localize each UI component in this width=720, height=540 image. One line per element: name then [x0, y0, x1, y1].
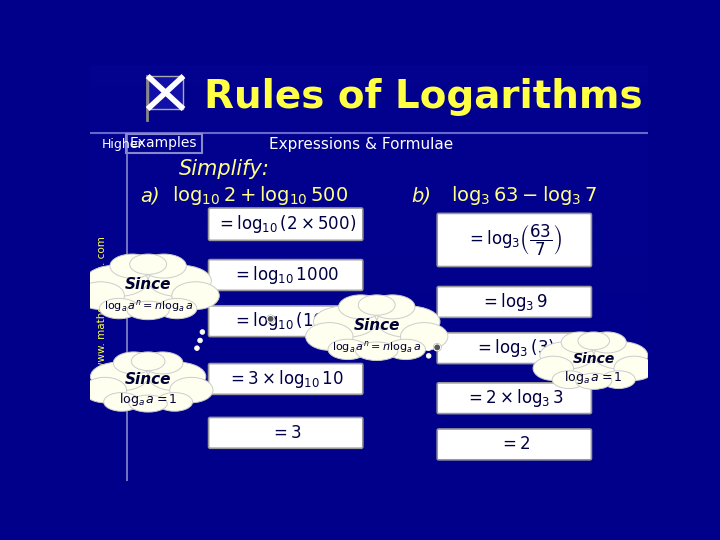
Text: a): a)	[140, 186, 160, 205]
Circle shape	[194, 346, 199, 350]
Ellipse shape	[400, 322, 448, 350]
FancyBboxPatch shape	[437, 333, 591, 363]
FancyBboxPatch shape	[437, 287, 591, 318]
Ellipse shape	[172, 282, 220, 309]
Text: $\log_{3}63 - \log_{3}7$: $\log_{3}63 - \log_{3}7$	[451, 184, 597, 207]
Text: $= \log_{10}(2 \times 500)$: $= \log_{10}(2 \times 500)$	[215, 213, 356, 235]
Text: $= 2$: $= 2$	[499, 435, 530, 454]
Text: Higher: Higher	[102, 138, 143, 151]
Ellipse shape	[129, 395, 167, 412]
Circle shape	[433, 344, 441, 351]
Ellipse shape	[158, 299, 197, 319]
Ellipse shape	[91, 362, 148, 391]
Ellipse shape	[131, 352, 165, 370]
Text: $\log_a a = 1$: $\log_a a = 1$	[564, 369, 623, 386]
Text: Since: Since	[572, 352, 615, 366]
Ellipse shape	[338, 295, 383, 319]
Ellipse shape	[552, 371, 586, 389]
Text: Simplify:: Simplify:	[179, 159, 270, 179]
Ellipse shape	[142, 254, 186, 278]
Text: Expressions & Formulae: Expressions & Formulae	[269, 137, 454, 152]
Text: $\log_a a = 1$: $\log_a a = 1$	[119, 391, 177, 408]
Ellipse shape	[127, 301, 169, 320]
Text: $= \log_{3}(3)$: $= \log_{3}(3)$	[474, 337, 554, 359]
Ellipse shape	[85, 265, 148, 296]
Text: Rules of Logarithms: Rules of Logarithms	[204, 78, 642, 116]
Text: Since: Since	[354, 318, 400, 333]
Text: $= \log_{10}(10)^{3}$: $= \log_{10}(10)^{3}$	[233, 309, 339, 333]
Ellipse shape	[328, 339, 367, 360]
Text: $= 2 \times \log_{3}3$: $= 2 \times \log_{3}3$	[465, 387, 564, 409]
Ellipse shape	[148, 265, 212, 296]
Text: www. mathsrevision. com: www. mathsrevision. com	[97, 237, 107, 370]
Circle shape	[267, 315, 274, 322]
Text: $= 3$: $= 3$	[270, 424, 302, 442]
Ellipse shape	[84, 377, 127, 403]
Ellipse shape	[130, 254, 166, 274]
Ellipse shape	[170, 377, 213, 403]
Text: Since: Since	[125, 373, 171, 387]
Circle shape	[426, 346, 431, 350]
Text: $= \log_{10}1000$: $= \log_{10}1000$	[232, 264, 339, 286]
Text: $\log_a a^n = n\log_a a$: $\log_a a^n = n\log_a a$	[104, 298, 193, 314]
FancyBboxPatch shape	[209, 208, 363, 240]
Text: $\log_{10}2 + \log_{10}500$: $\log_{10}2 + \log_{10}500$	[172, 184, 348, 207]
Circle shape	[426, 354, 431, 358]
Ellipse shape	[99, 299, 139, 319]
Ellipse shape	[578, 332, 610, 350]
Ellipse shape	[148, 362, 206, 391]
FancyBboxPatch shape	[437, 429, 591, 460]
Text: $= \log_{3}9$: $= \log_{3}9$	[480, 291, 548, 313]
Ellipse shape	[533, 356, 574, 381]
Ellipse shape	[594, 342, 648, 369]
Circle shape	[198, 338, 202, 343]
Ellipse shape	[77, 282, 125, 309]
Ellipse shape	[561, 332, 599, 353]
FancyBboxPatch shape	[148, 76, 183, 109]
Ellipse shape	[100, 368, 196, 406]
Text: Examples: Examples	[130, 136, 197, 150]
Ellipse shape	[370, 295, 415, 319]
Ellipse shape	[356, 342, 398, 361]
Ellipse shape	[142, 352, 183, 374]
Ellipse shape	[549, 347, 639, 383]
Ellipse shape	[377, 306, 440, 338]
FancyBboxPatch shape	[209, 260, 363, 291]
Text: $\log_a a^n = n\log_a a$: $\log_a a^n = n\log_a a$	[332, 339, 421, 355]
Ellipse shape	[576, 373, 612, 389]
Text: Since: Since	[125, 277, 171, 292]
FancyBboxPatch shape	[209, 363, 363, 394]
Ellipse shape	[110, 254, 155, 278]
Text: b): b)	[412, 186, 431, 205]
Ellipse shape	[156, 393, 192, 411]
Ellipse shape	[113, 352, 154, 374]
Text: $= \log_{3}\!\left(\dfrac{63}{7}\right)$: $= \log_{3}\!\left(\dfrac{63}{7}\right)$	[466, 222, 562, 258]
Ellipse shape	[313, 306, 377, 338]
FancyBboxPatch shape	[437, 213, 591, 267]
Ellipse shape	[602, 371, 635, 389]
Circle shape	[200, 330, 204, 334]
Ellipse shape	[359, 295, 395, 315]
FancyBboxPatch shape	[209, 417, 363, 448]
FancyBboxPatch shape	[209, 306, 363, 336]
FancyBboxPatch shape	[437, 383, 591, 414]
Ellipse shape	[614, 356, 654, 381]
Text: $= 3 \times \log_{10}10$: $= 3 \times \log_{10}10$	[228, 368, 344, 390]
Ellipse shape	[588, 332, 626, 353]
Ellipse shape	[96, 272, 201, 312]
Ellipse shape	[386, 339, 426, 360]
Ellipse shape	[305, 322, 353, 350]
Ellipse shape	[104, 393, 140, 411]
Ellipse shape	[324, 313, 429, 353]
Ellipse shape	[540, 342, 594, 369]
